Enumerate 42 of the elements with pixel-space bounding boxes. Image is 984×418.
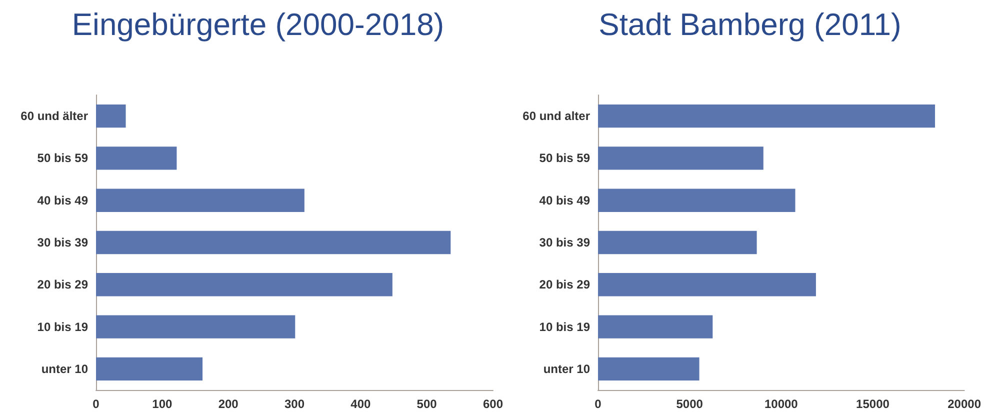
x-tick-label: 200 bbox=[218, 397, 239, 411]
x-tick-label: 500 bbox=[416, 397, 438, 411]
y-tick-label: 10 bis 19 bbox=[539, 320, 590, 334]
y-tick-label: 50 bis 59 bbox=[37, 151, 88, 166]
bar bbox=[598, 230, 757, 254]
bar bbox=[96, 146, 177, 170]
y-tick-label: unter 10 bbox=[543, 362, 590, 376]
x-tick-label: 10000 bbox=[764, 397, 798, 411]
y-tick-label: 20 bis 29 bbox=[539, 278, 590, 292]
x-tick-label: 100 bbox=[152, 397, 172, 411]
bar bbox=[96, 357, 203, 381]
x-tick-label: 0 bbox=[594, 397, 602, 411]
bar bbox=[598, 273, 816, 296]
x-tick-label: 5000 bbox=[676, 397, 704, 411]
y-tick-label: unter 10 bbox=[41, 362, 88, 376]
x-tick-label: 300 bbox=[284, 397, 305, 411]
y-tick-label: 10 bis 19 bbox=[37, 320, 88, 334]
bar bbox=[598, 104, 936, 128]
y-tick-label: 60 und älter bbox=[20, 109, 88, 124]
y-tick-label: 60 und alter bbox=[522, 109, 590, 124]
y-tick-label: 40 bis 49 bbox=[37, 193, 88, 208]
bar bbox=[96, 315, 296, 338]
bar bbox=[598, 315, 713, 338]
bar bbox=[598, 357, 700, 381]
x-tick-label: 0 bbox=[92, 397, 100, 411]
bar bbox=[96, 104, 126, 128]
y-tick-label: 40 bis 49 bbox=[539, 193, 590, 208]
y-tick-label: 20 bis 29 bbox=[37, 278, 88, 292]
x-tick-label: 20000 bbox=[948, 397, 982, 411]
chart-title: Eingebürgerte (2000-2018) bbox=[72, 7, 444, 42]
x-tick-label: 15000 bbox=[856, 397, 890, 411]
bar bbox=[598, 146, 764, 170]
y-tick-label: 30 bis 39 bbox=[539, 236, 590, 250]
bar bbox=[96, 273, 392, 296]
bar bbox=[96, 230, 451, 254]
y-tick-label: 50 bis 59 bbox=[539, 151, 590, 166]
x-tick-label: 600 bbox=[482, 397, 504, 411]
bar bbox=[598, 188, 796, 212]
bar bbox=[96, 188, 304, 212]
y-tick-label: 30 bis 39 bbox=[37, 236, 88, 250]
x-tick-label: 400 bbox=[350, 397, 371, 411]
chart-title: Stadt Bamberg (2011) bbox=[598, 7, 902, 42]
